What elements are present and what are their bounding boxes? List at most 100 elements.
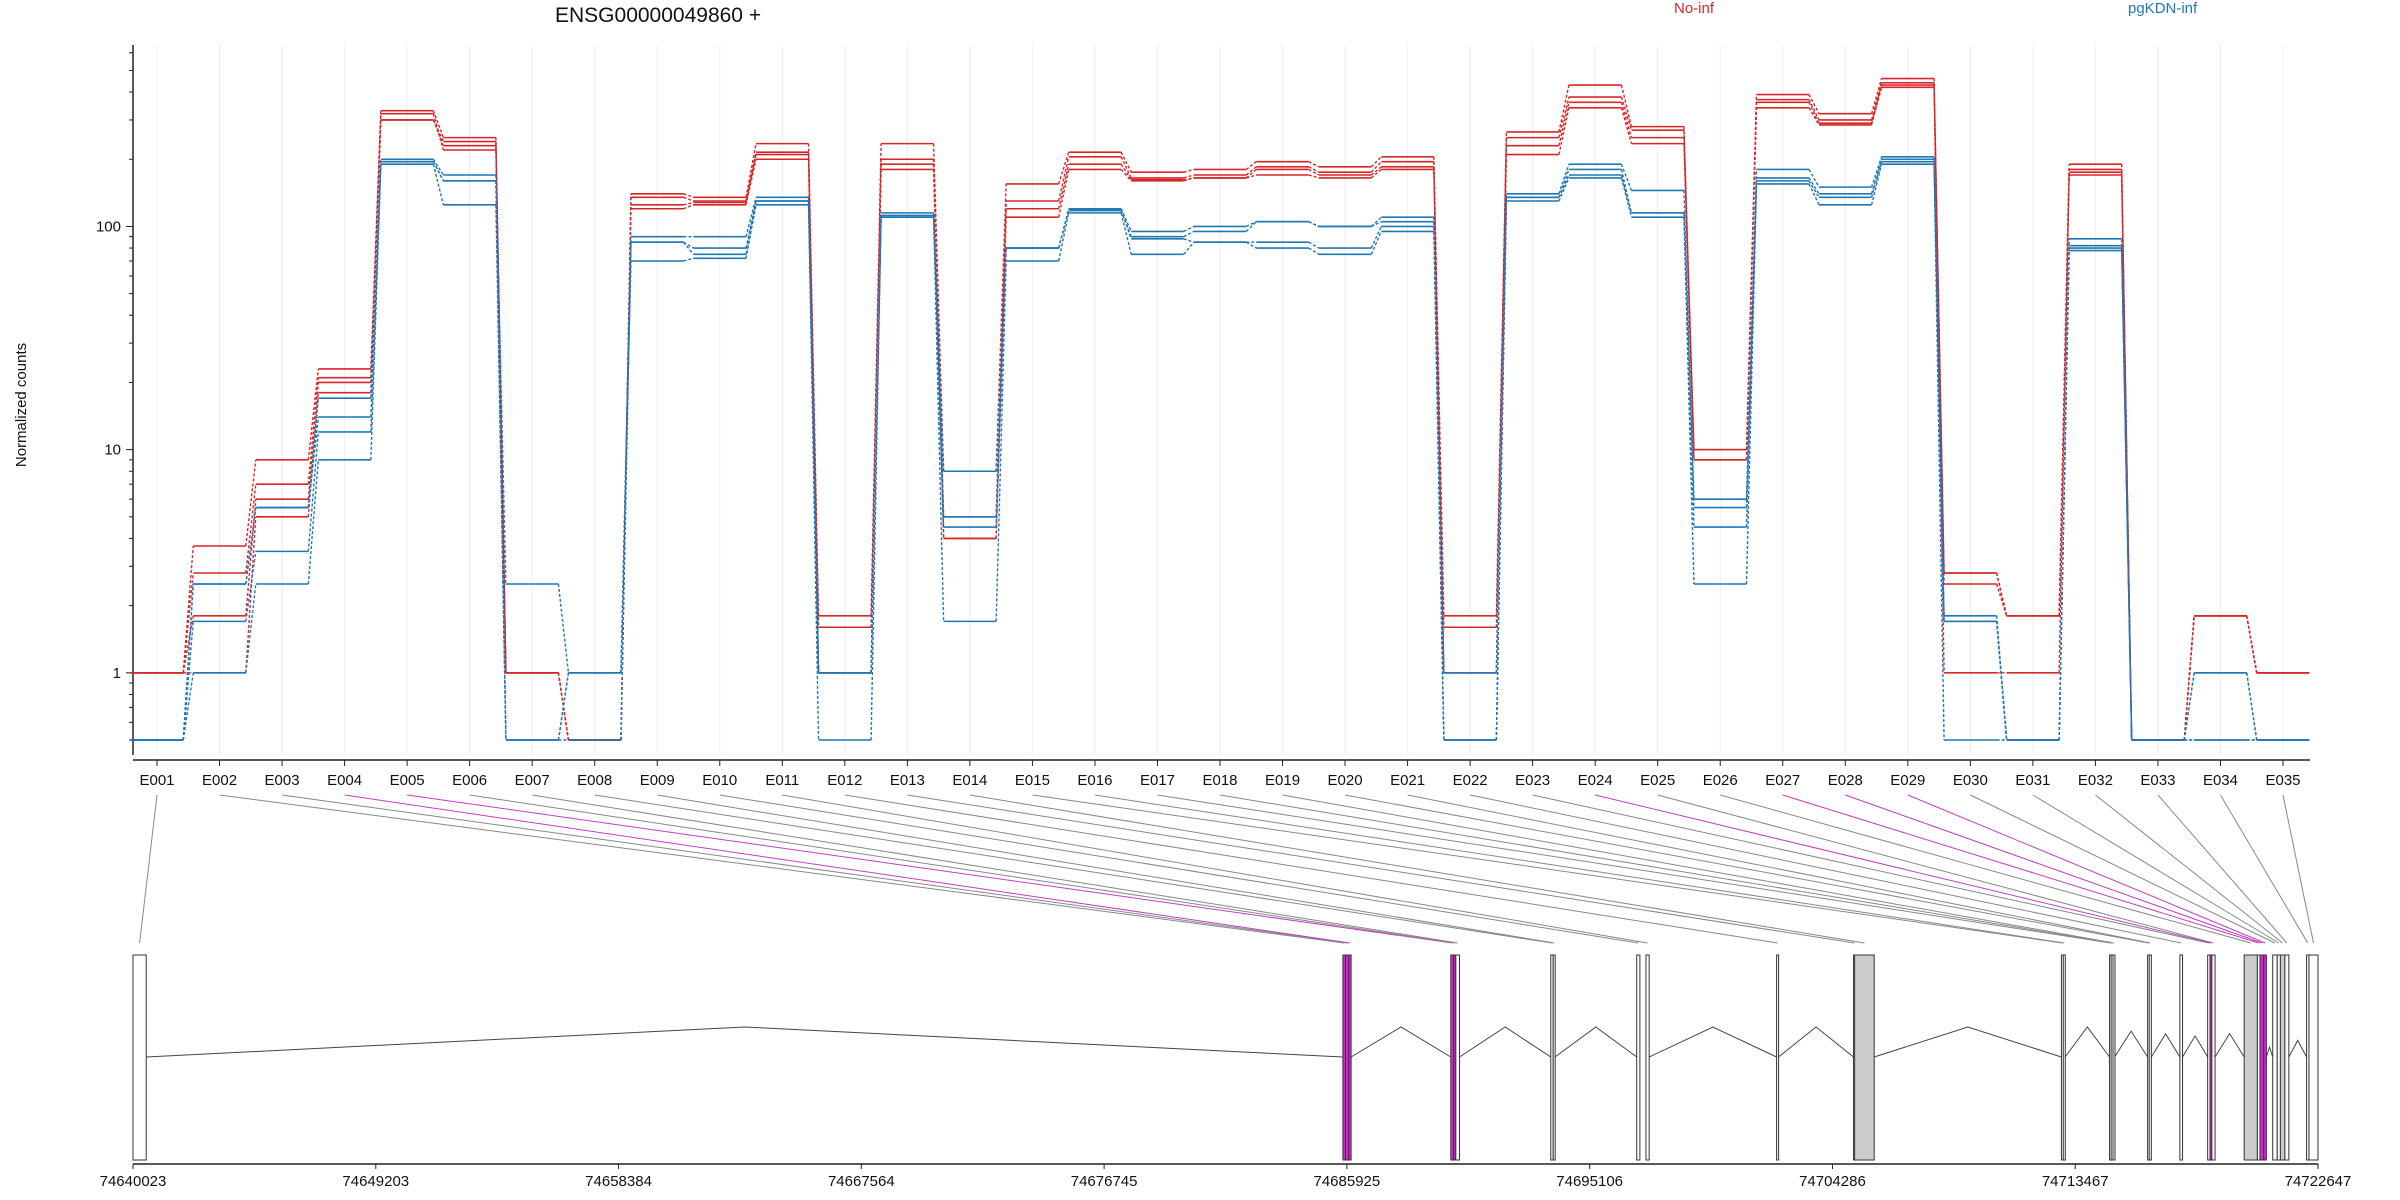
x-tick-label-e011: E011: [765, 772, 799, 789]
series-pgkdn-inf-8: [130, 163, 2310, 741]
series-transition: [370, 110, 382, 369]
series-transition: [432, 113, 445, 151]
series-transition: [1558, 102, 1570, 146]
series-transition: [1308, 247, 1320, 255]
exon-e029: [2263, 954, 2267, 1161]
series-transition: [1370, 156, 1382, 168]
series-transition: [307, 382, 320, 500]
exon-connector-e028: [1845, 794, 2263, 944]
intron-line: [2182, 1034, 2209, 1058]
coordinate-label: 74667564: [828, 1173, 895, 1190]
series-transition: [307, 368, 320, 460]
series-transition: [683, 204, 694, 210]
exon-e010: [1636, 954, 1641, 1161]
series-transition: [307, 377, 320, 485]
series-transition: [245, 516, 257, 673]
series-transition: [2120, 250, 2133, 741]
x-tick-label-e009: E009: [640, 772, 675, 789]
x-tick-label-e025: E025: [1640, 772, 1675, 789]
series-transition: [1120, 212, 1132, 255]
series-transition: [1683, 217, 1695, 585]
series-transition: [1245, 161, 1257, 171]
series-transition: [1808, 180, 1820, 198]
series-transition: [557, 583, 570, 673]
x-tick-label-e028: E028: [1828, 772, 1863, 789]
intron-line: [1778, 1026, 1854, 1058]
exon-connector-e034: [2220, 794, 2309, 944]
series-transition: [1370, 231, 1382, 255]
series-transition: [2246, 615, 2258, 673]
series-transition: [1558, 169, 1570, 198]
series-transition: [1183, 168, 1194, 173]
exon-connector-e031: [2032, 794, 2280, 944]
series-transition: [932, 143, 945, 472]
series-transition: [745, 143, 757, 198]
intron-line: [2150, 1032, 2181, 1058]
exon-e022: [2179, 954, 2184, 1161]
series-transition: [2058, 172, 2070, 616]
x-tick-label-e015: E015: [1015, 772, 1050, 789]
exon-connector-e021: [1407, 794, 2151, 944]
series-transition: [495, 204, 507, 741]
series-transition: [2058, 174, 2070, 673]
x-tick-label-e007: E007: [515, 772, 550, 789]
exon-connector-e019: [1282, 794, 2115, 944]
exon-connector-e030: [1970, 794, 2276, 944]
coordinate-label: 74695106: [1556, 1173, 1623, 1190]
exon-e032: [2279, 954, 2286, 1161]
x-tick-label-e022: E022: [1453, 772, 1488, 789]
series-transition: [1870, 164, 1883, 205]
series-transition: [1057, 212, 1070, 262]
exon-e001: [132, 954, 147, 1161]
series-transition: [1308, 161, 1320, 168]
series-transition: [245, 551, 257, 622]
series-transition: [1808, 94, 1820, 115]
series-transition: [807, 204, 820, 673]
series-transition: [1870, 161, 1883, 198]
x-tick-label-e029: E029: [1890, 772, 1925, 789]
exon-connector-e006: [469, 794, 1455, 944]
intron-line: [2114, 1030, 2149, 1058]
x-tick-label-e032: E032: [2078, 772, 2113, 789]
series-transition: [1370, 226, 1382, 249]
x-tick-label-e012: E012: [827, 772, 862, 789]
series-transition: [1120, 210, 1132, 240]
series-transition: [1933, 85, 1945, 574]
exon-connector-e018: [1219, 794, 2113, 944]
x-tick-label-e006: E006: [452, 772, 487, 789]
series-transition: [683, 196, 694, 202]
legend-entry-pgkdn-inf: pgKDN-inf: [2128, 0, 2198, 17]
exon-e004: [1348, 954, 1352, 1161]
series-transition: [1808, 177, 1820, 195]
series-transition: [870, 217, 882, 673]
x-tick-label-e026: E026: [1703, 772, 1738, 789]
exon-connector-e017: [1157, 794, 2111, 944]
exon-e019: [2112, 954, 2116, 1161]
series-transition: [2183, 615, 2195, 741]
series-transition: [932, 215, 945, 517]
series-transition: [1120, 151, 1132, 173]
series-transition: [1995, 583, 2008, 617]
series-transition: [1933, 164, 1945, 741]
exon-connector-e008: [594, 794, 1553, 944]
series-transition: [1620, 177, 1633, 218]
series-transition: [1245, 221, 1257, 232]
series-transition: [995, 248, 1007, 528]
exon-connector-e002: [219, 794, 1345, 944]
series-transition: [1558, 177, 1570, 202]
series-transition: [1057, 156, 1070, 202]
y-tick-label: 10: [104, 442, 121, 459]
series-transition: [557, 672, 570, 741]
exon-e026: [2243, 954, 2258, 1161]
intron-line: [2064, 1026, 2110, 1058]
exon-connector-e024: [1595, 794, 2212, 944]
series-transition: [1371, 221, 1382, 228]
exon-e011: [1645, 954, 1650, 1161]
series-transition: [1120, 168, 1132, 182]
exon-connector-e027: [1782, 794, 2259, 944]
series-transition: [370, 161, 382, 432]
series-transition: [1870, 156, 1883, 188]
series-transition: [1620, 102, 1633, 138]
x-tick-label-e003: E003: [265, 772, 300, 789]
x-tick-label-e027: E027: [1765, 772, 1800, 789]
